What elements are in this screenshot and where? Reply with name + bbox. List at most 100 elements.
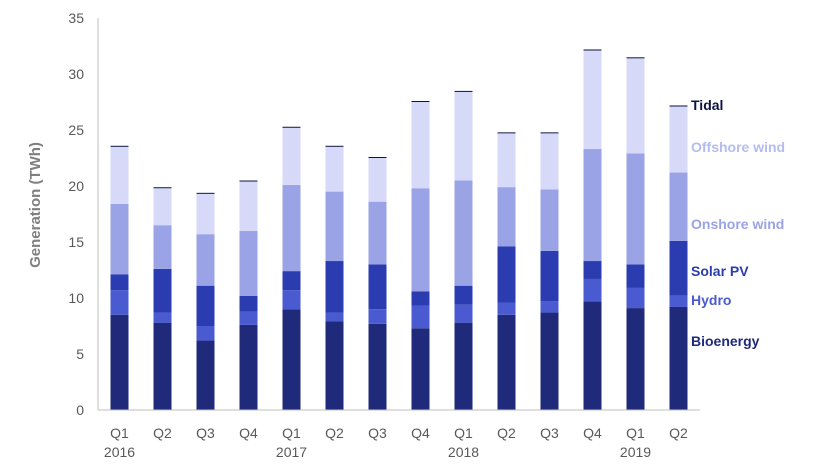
bar-segment-onshore-wind [239,230,258,296]
bar-segment-onshore-wind [583,149,602,262]
x-tick-label: Q1 [454,425,473,441]
bar-segment-solar-pv [669,240,688,296]
bar-segment-onshore-wind [325,191,344,262]
y-tick-label: 15 [68,234,84,250]
bar-segment-offshore-wind [669,106,688,173]
bar-segment-offshore-wind [325,146,344,192]
bar-segment-tidal [325,145,344,147]
x-tick-label: Q3 [540,425,559,441]
bar-segment-hydro [325,312,344,322]
bar-segment-tidal [540,132,559,134]
x-tick-label: Q4 [239,425,258,441]
bar-segment-offshore-wind [497,133,516,188]
x-tick-label: Q1 [626,425,645,441]
y-tick-label: 35 [68,10,84,26]
x-year-label: 2019 [620,444,651,460]
bar-segment-onshore-wind [368,201,387,265]
bar-segment-hydro [626,287,645,309]
bar-segment-bioenergy [669,306,688,410]
y-tick-label: 0 [76,402,84,418]
bar-segment-onshore-wind [669,172,688,241]
bar-segment-hydro [239,311,258,325]
bar-segment-offshore-wind [583,50,602,150]
bar-segment-onshore-wind [454,180,473,286]
x-tick-label: Q2 [497,425,516,441]
bar-segment-solar-pv [153,268,172,313]
x-axis: Q1 2016 Q2 Q3 Q4 Q1 2017 Q2 Q3 Q4 Q1 2018 Q2 Q3 Q4 Q1 20… [98,409,700,460]
bar-segment-solar-pv [196,285,215,326]
bar-segment-hydro [669,295,688,307]
y-tick-label: 20 [68,178,84,194]
bar-segment-bioenergy [196,340,215,410]
bar-segment-tidal [153,187,172,189]
bar-segment-hydro [454,304,473,323]
legend-item-bioenergy: Bioenergy [691,333,760,349]
bar-segment-offshore-wind [239,181,258,231]
x-tick-label: Q3 [368,425,387,441]
x-tick-label: Q3 [196,425,215,441]
bar-segment-tidal [239,180,258,182]
x-tick-label: Q2 [325,425,344,441]
bar-segment-solar-pv [583,261,602,279]
bar-segment-offshore-wind [411,102,430,189]
bar-segment-onshore-wind [497,187,516,247]
bar-segment-onshore-wind [110,203,129,275]
bar-segment-hydro [110,290,129,315]
bars [110,49,688,410]
bar-segment-offshore-wind [282,127,301,185]
bar-segment-hydro [411,305,430,329]
bar-segment-offshore-wind [540,133,559,190]
bar-segment-hydro [540,301,559,313]
bar-segment-onshore-wind [282,184,301,272]
x-year-label: 2017 [276,444,307,460]
legend-item-onshore-wind: Onshore wind [691,216,784,232]
bar-segment-tidal [583,49,602,51]
bar-segment-solar-pv [497,246,516,303]
bar-segment-tidal [626,57,645,59]
bar-segment-solar-pv [411,291,430,306]
legend: Tidal Offshore wind Onshore wind Solar PV Hy… [691,97,785,349]
y-axis: 0 5 10 15 20 25 30 35 [68,10,99,418]
bar-segment-tidal [497,132,516,134]
bar-segment-hydro [583,278,602,302]
bar-segment-bioenergy [368,323,387,410]
x-year-label: 2018 [448,444,479,460]
bar-segment-tidal [196,192,215,194]
bar-segment-onshore-wind [626,153,645,265]
bar-segment-onshore-wind [411,188,430,292]
y-axis-label: Generation (TWh) [27,142,44,268]
bar-segment-hydro [368,309,387,324]
bar-segment-offshore-wind [368,158,387,202]
bar-segment-hydro [282,290,301,310]
bar-segment-solar-pv [454,285,473,305]
bar-segment-offshore-wind [626,58,645,154]
bar-segment-solar-pv [239,295,258,312]
y-tick-label: 10 [68,290,84,306]
y-tick-label: 25 [68,122,84,138]
bar-segment-tidal [368,157,387,158]
bar-segment-solar-pv [325,261,344,313]
x-year-label: 2016 [104,444,135,460]
bar-segment-solar-pv [110,274,129,291]
legend-item-hydro: Hydro [691,292,731,308]
bar-segment-hydro [153,312,172,323]
x-tick-label: Q4 [411,425,430,441]
bar-segment-onshore-wind [153,225,172,269]
bar-segment-hydro [196,326,215,341]
bar-segment-tidal [454,90,473,92]
bar-segment-bioenergy [239,324,258,410]
bar-segment-solar-pv [368,264,387,310]
bar-segment-offshore-wind [196,193,215,235]
legend-item-solar-pv: Solar PV [691,263,749,279]
bar-segment-tidal [411,101,430,102]
bar-segment-offshore-wind [454,91,473,181]
bar-segment-hydro [497,302,516,315]
legend-item-tidal: Tidal [691,97,723,113]
bar-segment-bioenergy [626,308,645,410]
bar-segment-solar-pv [626,264,645,288]
bar-segment-offshore-wind [153,188,172,226]
bar-segment-solar-pv [540,250,559,302]
bar-segment-bioenergy [325,321,344,410]
bar-segment-bioenergy [282,309,301,410]
